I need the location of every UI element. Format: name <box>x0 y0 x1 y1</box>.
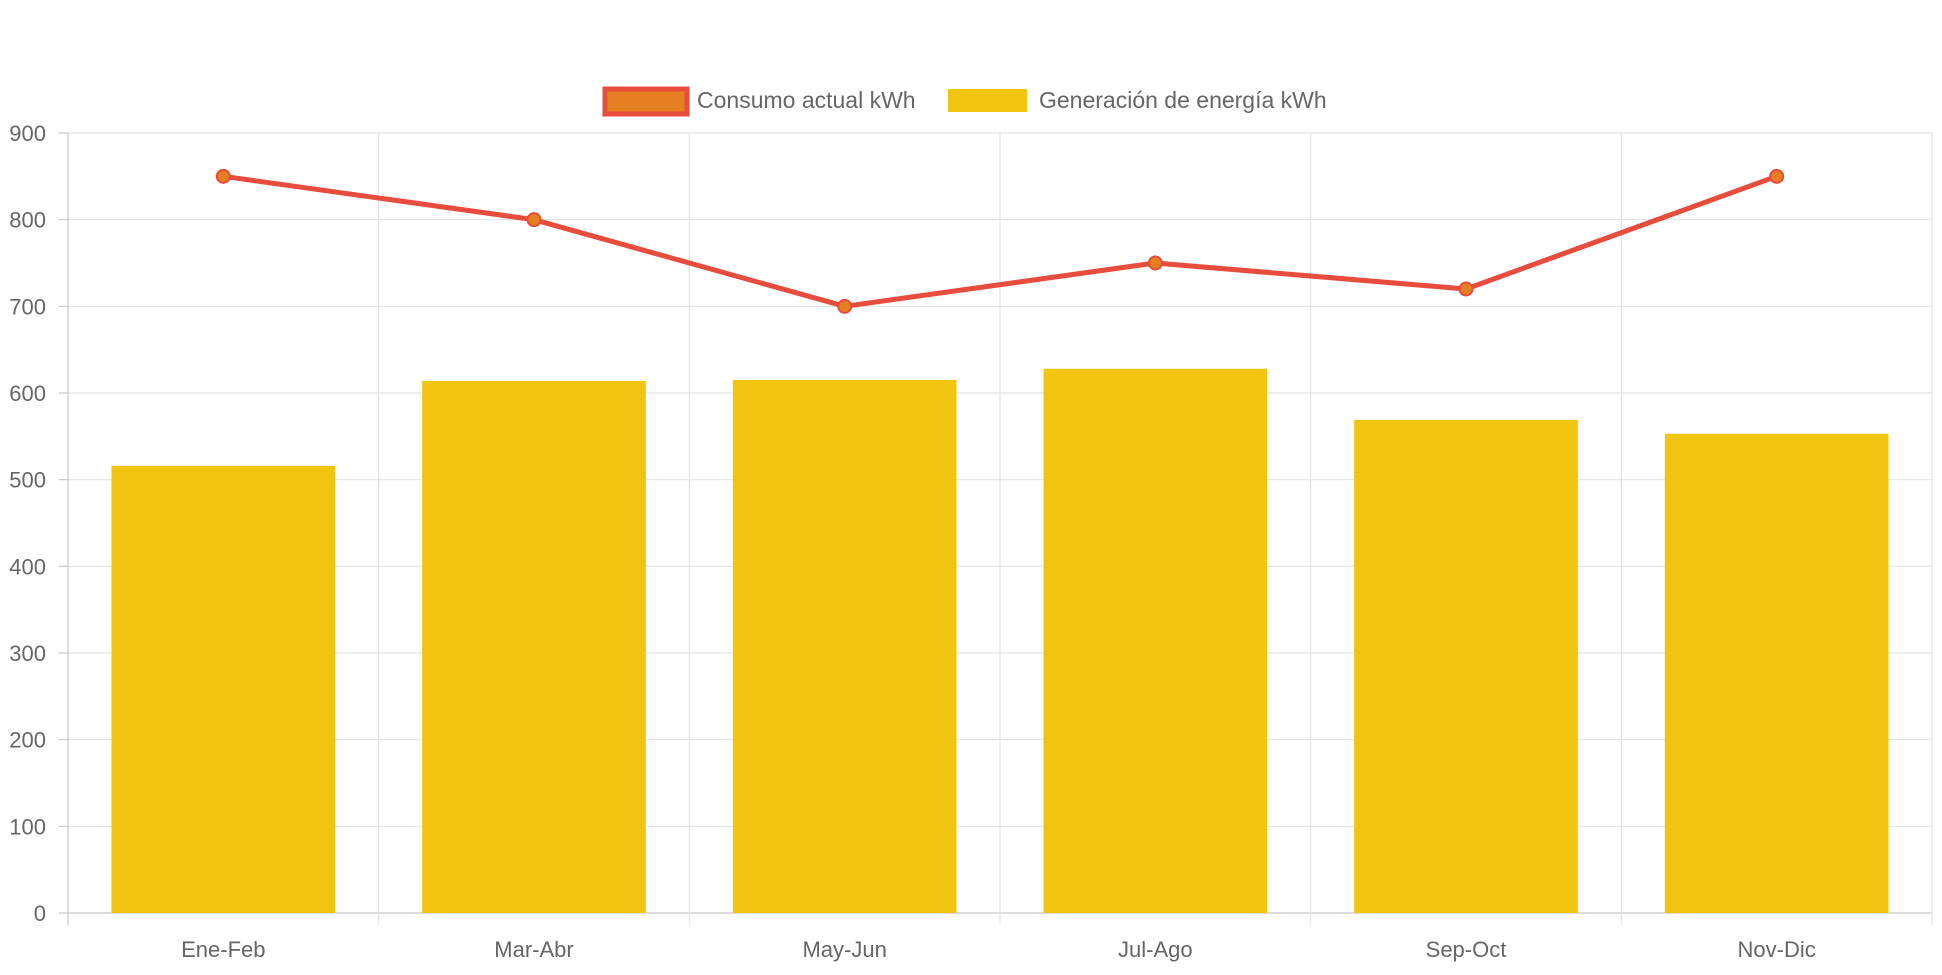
bar-generacion-nov-dic[interactable] <box>1664 433 1889 913</box>
line-layer <box>215 168 1785 314</box>
bar-generacion-jul-ago[interactable] <box>1043 368 1268 913</box>
x-tick-label: Ene-Feb <box>181 937 265 962</box>
y-tick-label: 600 <box>9 381 46 406</box>
bar-generacion-ene-feb[interactable] <box>111 465 336 913</box>
legend-swatch-consumo[interactable] <box>602 86 690 117</box>
legend-swatch-generacion[interactable] <box>948 89 1027 112</box>
x-tick-label: Sep-Oct <box>1426 937 1507 962</box>
y-tick-label: 100 <box>9 814 46 839</box>
bar-generacion-may-jun[interactable] <box>732 380 957 913</box>
point-consumo-jul-ago[interactable] <box>1147 255 1163 271</box>
x-tick-label: May-Jun <box>802 937 886 962</box>
y-tick-label: 900 <box>9 121 46 146</box>
y-tick-label: 700 <box>9 294 46 319</box>
y-tick-label: 500 <box>9 468 46 493</box>
bar-layer <box>111 368 1889 913</box>
grid-layer <box>67 132 1933 925</box>
point-consumo-nov-dic[interactable] <box>1769 168 1785 184</box>
x-tick-label: Mar-Abr <box>494 937 573 962</box>
point-consumo-may-jun[interactable] <box>837 298 853 314</box>
y-tick-label: 300 <box>9 641 46 666</box>
bar-generacion-mar-abr[interactable] <box>422 380 646 913</box>
point-consumo-mar-abr[interactable] <box>526 212 542 228</box>
legend-label-generacion[interactable]: Generación de energía kWh <box>1039 87 1327 113</box>
point-consumo-sep-oct[interactable] <box>1458 281 1474 297</box>
legend-label-consumo[interactable]: Consumo actual kWh <box>697 87 916 113</box>
line-consumo <box>222 173 1778 309</box>
legend[interactable]: Consumo actual kWh Generación de energía … <box>602 86 1327 117</box>
y-tick-label: 400 <box>9 554 46 579</box>
bar-generacion-sep-oct[interactable] <box>1354 419 1578 913</box>
y-tick-label: 0 <box>34 901 46 926</box>
x-tick-label: Nov-Dic <box>1738 937 1816 962</box>
point-consumo-ene-feb[interactable] <box>215 168 231 184</box>
y-tick-label: 800 <box>9 208 46 233</box>
axis-layer: 0 100 200 300 400 500 600 700 800 900 Ene-Feb Mar-A… <box>9 121 1816 962</box>
y-tick-label: 200 <box>9 728 46 753</box>
x-tick-label: Jul-Ago <box>1118 937 1193 962</box>
